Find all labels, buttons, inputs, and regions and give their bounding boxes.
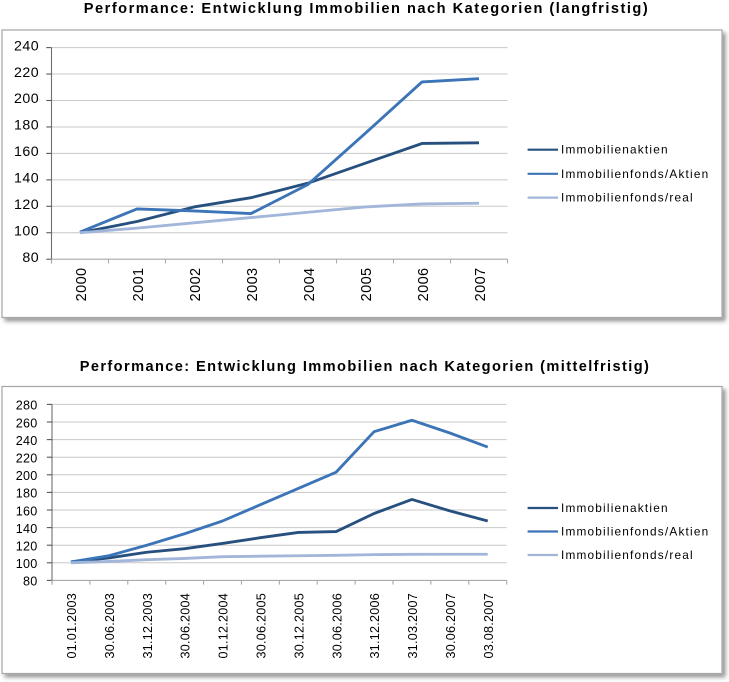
svg-text:2000: 2000: [74, 268, 90, 302]
svg-text:30.06.2006: 30.06.2006: [330, 593, 344, 659]
svg-text:140: 140: [14, 171, 39, 187]
svg-text:2003: 2003: [245, 268, 261, 302]
svg-text:140: 140: [16, 522, 38, 536]
svg-text:Immobilienaktien: Immobilienaktien: [561, 501, 669, 515]
svg-text:31.12.2003: 31.12.2003: [141, 593, 155, 659]
svg-text:220: 220: [16, 452, 38, 466]
svg-text:Immobilienfonds/real: Immobilienfonds/real: [561, 191, 694, 205]
svg-text:180: 180: [16, 487, 38, 501]
svg-text:31.12.2006: 31.12.2006: [368, 593, 382, 659]
svg-text:2005: 2005: [359, 268, 375, 302]
svg-text:30.06.2007: 30.06.2007: [444, 593, 458, 659]
svg-text:01.01.2003: 01.01.2003: [65, 593, 79, 659]
svg-text:80: 80: [22, 250, 39, 266]
svg-text:30.12.2005: 30.12.2005: [292, 593, 306, 659]
svg-text:200: 200: [16, 469, 38, 483]
svg-text:80: 80: [23, 575, 38, 589]
svg-text:160: 160: [16, 504, 38, 518]
svg-text:260: 260: [16, 416, 38, 430]
svg-text:2001: 2001: [131, 268, 147, 302]
svg-text:Immobilienfonds/real: Immobilienfonds/real: [561, 548, 694, 562]
svg-text:240: 240: [14, 38, 39, 54]
svg-text:180: 180: [14, 118, 39, 134]
svg-text:Immobilienaktien: Immobilienaktien: [561, 143, 669, 157]
svg-text:120: 120: [16, 540, 38, 554]
svg-text:Immobilienfonds/Aktien: Immobilienfonds/Aktien: [561, 525, 709, 539]
svg-text:220: 220: [14, 65, 39, 81]
svg-text:30.06.2005: 30.06.2005: [254, 593, 268, 659]
svg-text:01.12.2004: 01.12.2004: [217, 593, 231, 659]
svg-text:100: 100: [16, 557, 38, 571]
svg-text:160: 160: [14, 144, 39, 160]
svg-text:2002: 2002: [188, 268, 204, 302]
svg-text:30.06.2004: 30.06.2004: [179, 593, 193, 659]
svg-text:100: 100: [14, 223, 39, 239]
svg-text:30.06.2003: 30.06.2003: [103, 593, 117, 659]
svg-text:2007: 2007: [473, 268, 489, 302]
svg-text:03.08.2007: 03.08.2007: [482, 593, 496, 659]
svg-text:2006: 2006: [416, 268, 432, 302]
svg-text:280: 280: [16, 399, 38, 413]
svg-text:Performance: Entwicklung Immob: Performance: Entwicklung Immobilien nach…: [80, 359, 651, 375]
svg-text:200: 200: [14, 91, 39, 107]
svg-text:240: 240: [16, 434, 38, 448]
svg-text:Immobilienfonds/Aktien: Immobilienfonds/Aktien: [561, 167, 709, 181]
svg-text:2004: 2004: [302, 268, 318, 302]
svg-text:Performance: Entwicklung Immob: Performance: Entwicklung Immobilien nach…: [84, 1, 649, 17]
svg-text:120: 120: [14, 197, 39, 213]
svg-text:31.03.2007: 31.03.2007: [406, 593, 420, 659]
